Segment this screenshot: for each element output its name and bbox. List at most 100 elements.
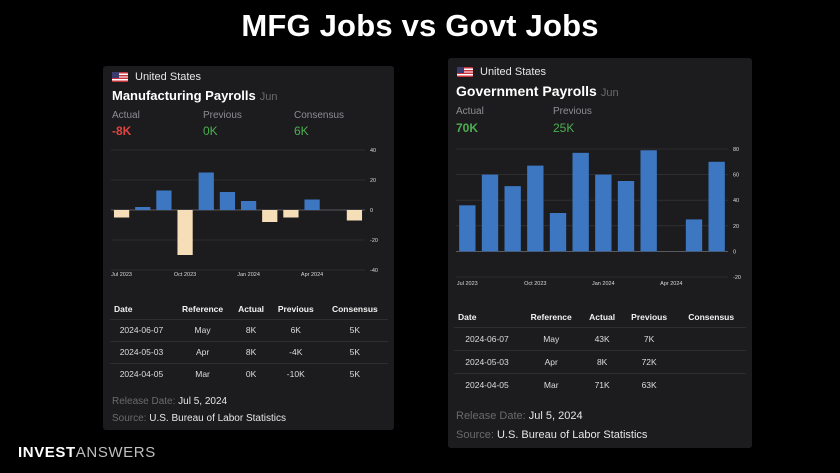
col-date: Date [458,311,477,322]
x-tick-label: Oct 2023 [524,281,546,287]
table-row: 2024-05-03 Apr 8K 72K [454,349,746,373]
y-tick-label: 60 [733,173,739,179]
table-row: 2024-06-07 May 8K 6K 5K [110,318,388,341]
bar [504,186,521,252]
cell-consensus: 5K [321,318,388,341]
col-consensus: Consensus [331,303,378,314]
col-actual: Actual [238,303,265,314]
cell-date: 2024-05-03 [110,340,173,363]
source-value: U.S. Bureau of Labor Statistics [496,429,648,441]
us-flag-icon [112,72,128,82]
release-label: Release Date: [456,410,526,422]
cell-previous: -10K [269,362,322,385]
actual-label: Actual [456,106,484,117]
cell-previous: 72K [621,349,677,373]
cell-previous: 63K [621,372,677,396]
bar [283,210,299,218]
source-value: U.S. Bureau of Labor Statistics [149,413,286,424]
indicator-name: Government Payrolls [456,83,597,99]
cell-actual: 8K [582,349,622,373]
y-tick-label: 40 [370,148,376,154]
previous-label: Previous [553,106,592,117]
panel-title: Government Payrolls Jun [456,83,619,99]
bar [219,192,236,210]
x-tick-label: Jan 2024 [237,272,260,278]
bar [304,199,320,210]
bar [346,210,363,221]
source: Source: U.S. Bureau of Labor Statistics [112,413,286,424]
release-value: Jul 5, 2024 [528,410,583,422]
y-tick-label: -20 [733,275,741,281]
table-row: 2024-04-05 Mar 0K -10K 5K [110,362,388,385]
bar [572,152,589,252]
cell-date: 2024-04-05 [110,362,173,385]
cell-actual: 8K [232,340,270,363]
table-row: 2024-04-05 Mar 71K 63K [454,372,746,396]
cell-date: 2024-05-03 [454,349,521,373]
bar [240,201,257,210]
government-bar-chart: 80 60 40 20 0 -20 Jul 2023 Oct 2023 Jan 2024 Apr … [456,147,741,287]
previous-value: 25K [553,121,575,135]
bar [198,172,214,210]
manufacturing-bar-chart: 40 20 0 -20 -40 Jul 2023 Oct 2023 Jan 2024 Apr 2… [111,148,378,278]
cell-reference: Mar [520,372,583,396]
y-tick-label: 0 [370,208,373,214]
cell-consensus [676,372,746,396]
cell-actual: 0K [232,362,270,385]
col-consensus: Consensus [688,311,735,322]
brand-bold: INVEST [18,444,76,461]
actual-value: 70K [456,121,479,135]
bar [156,190,172,210]
bar [135,207,151,210]
cell-actual: 71K [582,372,622,396]
country-row: United States [457,66,546,78]
bar [527,165,544,252]
bar [262,210,278,222]
bar [685,219,703,252]
table-row: 2024-05-03 Apr 8K -4K 5K [110,340,388,363]
consensus-value: 6K [294,124,309,138]
bar [177,210,193,255]
x-tick-label: Oct 2023 [174,272,196,278]
country-name: United States [135,71,202,83]
col-previous: Previous [631,311,668,322]
cell-reference: Apr [520,349,583,373]
bar [113,210,130,218]
bar [617,181,635,252]
y-tick-label: 40 [733,198,739,204]
history-table: Date Reference Actual Previous Consensus… [454,307,746,396]
cell-consensus [676,326,746,350]
brand-light: ANSWERS [75,444,156,461]
cell-actual: 43K [582,326,622,350]
cell-reference: May [520,326,583,350]
cell-date: 2024-06-07 [454,326,521,350]
history-table: Date Reference Actual Previous Consensus… [110,299,388,385]
cell-reference: May [172,318,233,341]
bar [459,205,476,252]
y-tick-label: 80 [733,147,739,153]
col-date: Date [114,303,133,314]
previous-value: 0K [203,124,218,138]
actual-value: -8K [112,124,132,138]
country-name: United States [480,66,547,78]
consensus-label: Consensus [294,110,345,121]
bar [481,174,499,252]
release-value: Jul 5, 2024 [178,396,228,407]
bar [549,213,567,252]
indicator-name: Manufacturing Payrolls [112,88,256,103]
government-payrolls-panel: United States Government Payrolls Jun Act… [448,58,752,448]
bar [595,174,612,252]
cell-consensus [676,349,746,373]
manufacturing-payrolls-panel: United States Manufacturing Payrolls Jun … [103,66,394,430]
x-tick-label: Jul 2023 [457,281,478,287]
y-tick-label: -40 [370,268,378,274]
x-tick-label: Jan 2024 [592,281,615,287]
actual-label: Actual [112,110,140,121]
source-label: Source: [456,429,494,441]
release-label: Release Date: [112,396,176,407]
y-tick-label: 20 [733,224,739,230]
country-row: United States [112,71,201,83]
release-date: Release Date: Jul 5, 2024 [112,396,227,407]
cell-actual: 8K [232,318,270,341]
release-date: Release Date: Jul 5, 2024 [456,410,583,422]
